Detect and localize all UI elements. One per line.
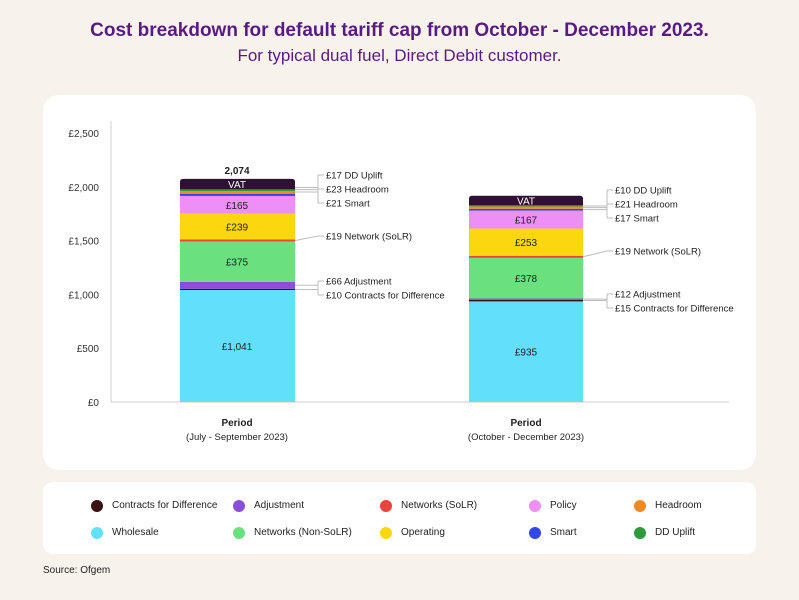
y-tick-label: £2,500 [68,129,99,140]
bar-segment-label: £167 [515,216,538,227]
y-tick-label: £1,500 [68,237,99,248]
bar-segment-label: £239 [226,223,249,234]
bar-segment-vat [180,178,295,190]
source-note: Source: Ofgem [43,565,111,576]
callout-label: £19 Network (SoLR) [615,247,701,258]
legend-label: DD Uplift [655,527,696,538]
legend-swatch [380,527,392,539]
legend-swatch [529,500,541,512]
bar-segment-dd_uplift [469,205,583,207]
callout-label: £21 Smart [326,199,370,210]
bar-segment-headroom [469,206,583,209]
bar-total-label: 2,074 [224,166,249,177]
bar-segment-label: VAT [517,197,535,208]
bar-segment-headroom [180,191,295,194]
callout-label: £10 DD Uplift [615,186,672,197]
y-tick-label: £2,000 [68,183,99,194]
legend-label: Operating [401,527,445,538]
callout-leader [582,250,608,258]
legend-label: Adjustment [254,500,305,511]
bar-segment-label: £935 [515,348,538,359]
callout-label: £19 Network (SoLR) [326,232,412,243]
y-tick-label: £1,000 [68,290,99,301]
bar-segment-contracts [180,288,295,290]
legend-swatch [380,500,392,512]
legend-label: Networks (SoLR) [401,500,478,511]
x-category-label: Period [510,418,541,429]
legend-swatch [634,500,646,512]
legend-label: Wholesale [112,527,159,538]
legend-label: Policy [550,500,577,511]
bar-segment-label: £165 [226,201,249,212]
bar-segment-label: £253 [515,238,538,249]
callout-label: £21 Headroom [615,200,678,211]
legend-swatch [233,500,245,512]
bar-segment-wholesale [180,289,295,402]
callout-label: £10 Contracts for Difference [326,291,445,302]
bar-segment-smart [469,208,583,211]
bar-segment-label: £378 [515,274,538,285]
x-category-sublabel: (October - December 2023) [468,432,584,443]
legend-label: Contracts for Difference [112,500,218,511]
callout-label: £17 Smart [615,214,659,225]
bar-segment-smart [180,193,295,196]
y-tick-label: £0 [88,398,100,409]
bar-segment-contracts [469,299,583,302]
bar-segment-adjustment [469,298,583,300]
callout-leader [294,235,319,242]
chart-subtitle: For typical dual fuel, Direct Debit cust… [237,46,562,65]
bar-segment-networks_nonsolr [180,241,295,282]
x-category-label: Period [221,418,252,429]
bar-segment-networks_solr [469,255,583,258]
bar-segment-dd_uplift [180,189,295,192]
bar-segment-policy [180,195,295,214]
chart-title: Cost breakdown for default tariff cap fr… [90,20,709,41]
legend-label: Smart [550,527,577,538]
legend-label: Headroom [655,500,702,511]
chart-card: £0 £500 £1,000 £1,500 £2,000 £2,500 £1,041 £375… [43,95,756,470]
callout-label: £23 Headroom [326,185,389,196]
callout-label: £17 DD Uplift [326,171,383,182]
bar-segment-operating [180,213,295,240]
callout-label: £12 Adjustment [615,290,681,301]
bar-segment-label: £1,041 [222,342,253,353]
bar-segment-operating [469,228,583,256]
legend: Contracts for Difference Adjustment Networ… [43,482,756,554]
bar-segment-policy [469,210,583,229]
bar-segment-label: VAT [228,180,246,191]
bar-segment-adjustment [180,281,295,289]
legend-swatch [634,527,646,539]
bar-segment-label: £375 [226,258,249,269]
bar-segment-wholesale [469,301,583,402]
callout-label: £15 Contracts for Difference [615,304,734,315]
y-tick-label: £500 [77,344,100,355]
callout-label: £66 Adjustment [326,277,392,288]
legend-label: Networks (Non-SoLR) [254,527,352,538]
legend-swatch [233,527,245,539]
bar-segment-vat [469,195,583,206]
stacked-bar-chart: £0 £500 £1,000 £1,500 £2,000 £2,500 £1,041 £375… [68,121,734,443]
legend-swatch [91,500,103,512]
bar-segment-networks_nonsolr [469,257,583,299]
legend-swatch [529,527,541,539]
x-category-sublabel: (July - September 2023) [186,432,288,443]
legend-swatch [91,527,103,539]
bar-segment-networks_solr [180,239,295,242]
